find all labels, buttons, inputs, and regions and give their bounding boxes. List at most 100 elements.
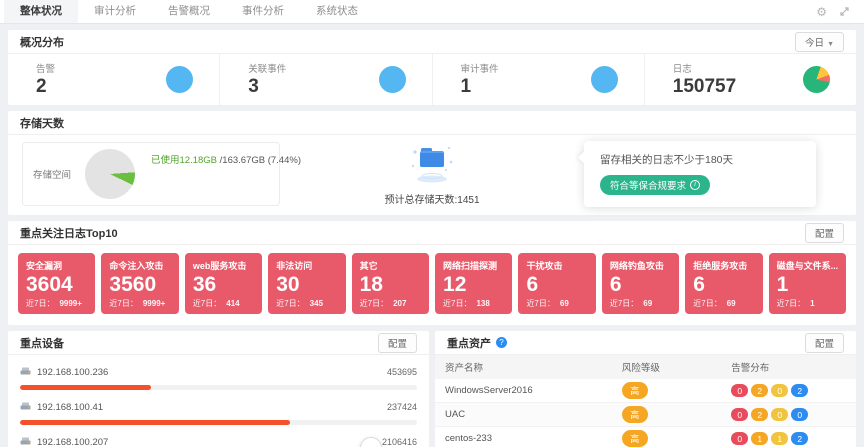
top-log-card-2[interactable]: web服务攻击 36 近7日： 414	[184, 253, 263, 314]
stat-card-2: 审计事件 1	[433, 54, 645, 105]
stat-value: 2	[36, 76, 47, 97]
recent-label: 近7日：	[276, 299, 305, 308]
log-card-value: 6	[693, 273, 705, 296]
asset-risk-cell: 高	[611, 426, 722, 447]
device-row-top: 192.168.100.41 237424	[20, 398, 417, 416]
top-logs-config-button[interactable]: 配置	[804, 222, 844, 243]
device-row-2[interactable]: 192.168.100.207 2106416	[20, 425, 417, 447]
device-row-0[interactable]: 192.168.100.236 453695	[20, 355, 417, 390]
tab-3[interactable]: 事件分析	[242, 5, 284, 17]
alert-count-badge: 1	[771, 432, 789, 445]
asset-col-header-2: 告警分布	[721, 355, 856, 379]
recent-count: 69	[559, 299, 569, 308]
compliance-badge[interactable]: 符合等保合规要求 i	[600, 174, 711, 195]
log-card-name: 非法访问	[276, 261, 313, 271]
top-log-card-1[interactable]: 命令注入攻击 3560 近7日： 9999+	[101, 253, 179, 314]
recent-count: 207	[393, 299, 407, 308]
period-dropdown[interactable]: 今日 ▼	[795, 31, 844, 52]
top-log-card-8[interactable]: 拒绝服务攻击 6 近7日： 69	[685, 253, 763, 314]
tab-4[interactable]: 系统状态	[316, 5, 358, 17]
asset-name: UAC	[435, 402, 612, 427]
overview-stats: 告警 2 关联事件 3 审计事件 1 日志 150757	[8, 54, 856, 105]
help-icon[interactable]: ?	[496, 337, 507, 348]
stat-info: 告警 2	[36, 61, 55, 97]
asset-row-0[interactable]: WindowsServer2016 高 0 2 0 2	[435, 379, 856, 403]
log-card-name: 安全漏洞	[26, 261, 63, 271]
stat-value: 1	[460, 76, 472, 97]
log-card-recent: 近7日： 69	[610, 298, 671, 309]
alert-count-badge: 2	[791, 432, 809, 445]
top-tab-bar: 整体状况 审计分析 告警概况 事件分析 系统状态 ⚙	[0, 0, 864, 24]
log-card-name: 其它	[359, 261, 378, 271]
alert-count-badge: 0	[731, 432, 749, 445]
log-card-value: 1	[776, 273, 789, 296]
top-log-card-7[interactable]: 网络钓鱼攻击 6 近7日： 69	[601, 253, 680, 314]
stat-info: 日志 150757	[673, 61, 736, 97]
device-ip: 192.168.100.41	[37, 401, 104, 413]
recent-label: 近7日：	[693, 299, 722, 308]
alert-count-badge: 0	[731, 408, 749, 421]
overview-section: 概况分布 今日 ▼ 告警 2 关联事件 3 审计事件 1 日志 150757	[8, 30, 856, 105]
top-log-card-3[interactable]: 非法访问 30 近7日： 345	[268, 253, 346, 314]
tab-2[interactable]: 告警概况	[168, 5, 210, 17]
asset-name: WindowsServer2016	[435, 379, 612, 403]
top-log-card-9[interactable]: 磁盘与文件系... 1 近7日： 1	[768, 253, 847, 314]
storage-title: 存储天数	[20, 117, 64, 130]
folder-icon	[406, 142, 458, 189]
recent-count: 414	[226, 299, 240, 308]
stat-card-0: 告警 2	[8, 54, 221, 105]
log-card-value: 18	[359, 273, 383, 296]
alert-count-badge: 2	[751, 384, 769, 397]
log-card-recent: 近7日： 69	[526, 298, 587, 309]
recent-count: 9999+	[59, 299, 82, 308]
alert-count-badge: 1	[751, 432, 769, 445]
stat-value: 3	[248, 76, 259, 97]
top-logs-cards: 安全漏洞 3604 近7日： 9999+ 命令注入攻击 3560 近7日： 9999+ web服…	[8, 245, 856, 325]
device-count: 237424	[386, 402, 417, 412]
recent-count: 69	[643, 299, 653, 308]
recent-count: 69	[726, 299, 736, 308]
log-card-value: 6	[526, 273, 539, 296]
circle-icon	[166, 65, 194, 93]
stat-info: 关联事件 3	[248, 61, 286, 97]
storage-days-estimate: 预计总存储天数:1451	[384, 194, 480, 206]
top-log-card-4[interactable]: 其它 18 近7日： 207	[351, 253, 430, 314]
log-card-recent: 近7日： 345	[276, 298, 337, 309]
tab-0[interactable]: 整体状况	[4, 0, 78, 23]
circle-icon	[378, 65, 406, 93]
chevron-down-icon: ▼	[827, 40, 834, 48]
device-count: 2106416	[381, 437, 417, 447]
asset-row-2[interactable]: centos-233 高 0 1 1 2	[435, 426, 856, 447]
log-card-name: web服务攻击	[192, 261, 247, 271]
stat-value: 150757	[672, 76, 737, 97]
risk-badge: 高	[621, 382, 648, 399]
risk-badge: 高	[621, 430, 648, 447]
log-card-name: 网络钓鱼攻击	[609, 261, 664, 271]
tab-1[interactable]: 审计分析	[94, 5, 136, 17]
recent-label: 近7日：	[359, 299, 389, 308]
stat-card-1: 关联事件 3	[220, 54, 433, 105]
log-card-value: 3604	[26, 273, 73, 296]
info-icon: i	[690, 179, 701, 190]
device-count: 453695	[386, 367, 417, 377]
gear-icon[interactable]: ⚙	[816, 4, 827, 19]
log-card-name: 网络扫描探测	[443, 261, 498, 271]
devices-config-button[interactable]: 配置	[377, 332, 417, 353]
top-logs-title: 重点关注日志Top10	[20, 227, 118, 240]
top-log-card-5[interactable]: 网络扫描探测 12 近7日： 138	[435, 253, 513, 314]
top-log-card-6[interactable]: 干扰攻击 6 近7日： 69	[518, 253, 596, 314]
device-row-1[interactable]: 192.168.100.41 237424	[20, 390, 417, 425]
top-logs-section: 重点关注日志Top10 配置 安全漏洞 3604 近7日： 9999+ 命令注入攻击 35…	[8, 221, 856, 325]
log-card-recent: 近7日： 9999+	[109, 298, 170, 309]
stat-label: 日志	[672, 64, 692, 75]
alert-count-badge: 2	[791, 384, 809, 397]
expand-icon[interactable]	[839, 6, 850, 17]
top-log-card-0[interactable]: 安全漏洞 3604 近7日： 9999+	[18, 253, 96, 314]
asset-row-1[interactable]: UAC 高 0 2 0 0	[435, 402, 856, 427]
storage-space-box: 存储空间 已使用12.18GB /163.67GB (7.44%)	[22, 141, 301, 206]
assets-config-button[interactable]: 配置	[804, 332, 844, 353]
